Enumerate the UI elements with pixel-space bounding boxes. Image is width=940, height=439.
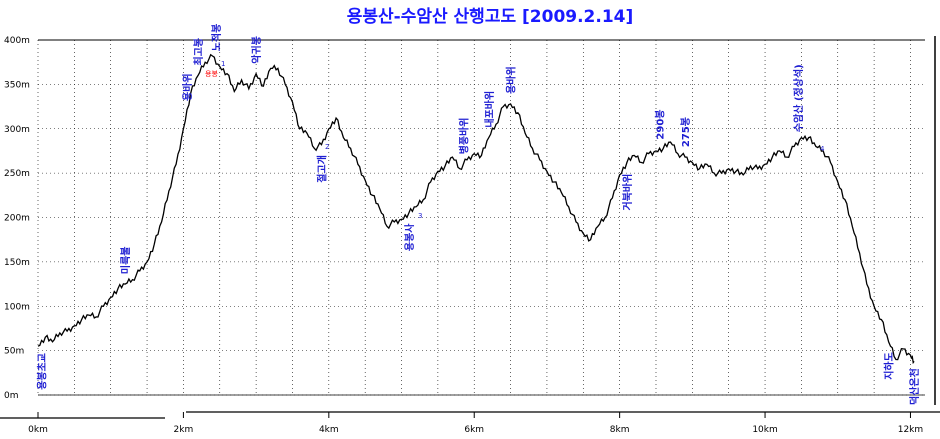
waypoint-label: 노적봉 — [210, 24, 223, 52]
x-tick-label: 10km — [752, 425, 777, 435]
x-tick-label: 12km — [898, 425, 923, 435]
waypoint-label: 내포바위 — [483, 91, 496, 128]
waypoint-label: 최고봉 — [192, 38, 205, 66]
y-tick-label: 100m — [4, 302, 30, 312]
waypoint-label: 병풍바위 — [457, 117, 470, 154]
marker-4: 4 — [820, 145, 825, 153]
waypoint-label: 용바위 — [181, 73, 194, 101]
y-tick-label: 300m — [4, 125, 30, 135]
marker-2: 2 — [325, 143, 329, 151]
x-tick-label: 2km — [174, 425, 194, 435]
waypoint-label: 용바위 — [505, 66, 518, 94]
chart-grid — [37, 39, 925, 396]
y-tick-label: 0m — [4, 391, 19, 401]
waypoint-label: 지하도 — [883, 352, 896, 380]
x-tick-label: 0km — [28, 425, 48, 435]
marker-3: 3 — [418, 212, 422, 220]
marker-1: 1 — [221, 60, 225, 68]
y-tick-label: 400m — [4, 36, 30, 46]
waypoint-label: 수암산 (정상석) — [792, 64, 805, 132]
x-tick-label: 4km — [319, 425, 339, 435]
waypoint-label: 덕산온천 — [908, 368, 921, 405]
y-tick-label: 50m — [4, 347, 24, 357]
y-tick-label: 200m — [4, 214, 30, 224]
y-tick-label: 350m — [4, 80, 30, 90]
x-tick-label: 6km — [464, 425, 484, 435]
waypoint-label: 용봉초교 — [36, 353, 49, 390]
y-tick-label: 250m — [4, 169, 30, 179]
waypoint-label: 275봉 — [680, 117, 692, 147]
chart-axes: 0m 50m 100m 150m 200m 250m 300m 350m 400m 0km 2km 4… — [0, 36, 940, 435]
summit-mark: 용봉 — [205, 70, 218, 78]
waypoint-label: 290봉 — [655, 110, 667, 140]
chart-title: 용봉산-수암산 산행고도 [2009.2.14] — [347, 7, 634, 27]
waypoint-label: 거북바위 — [621, 174, 634, 211]
y-tick-label: 150m — [4, 258, 30, 268]
waypoint-label: 절고개 — [316, 155, 329, 183]
waypoint-label: 미륵불 — [119, 246, 132, 274]
elevation-line — [37, 53, 915, 365]
marker-annotations: 용봉 1 2 3 4 — [205, 60, 825, 220]
x-tick-label: 8km — [610, 425, 630, 435]
waypoint-label: 용봉사 — [403, 223, 416, 251]
waypoint-label: 악귀봉 — [250, 36, 263, 64]
